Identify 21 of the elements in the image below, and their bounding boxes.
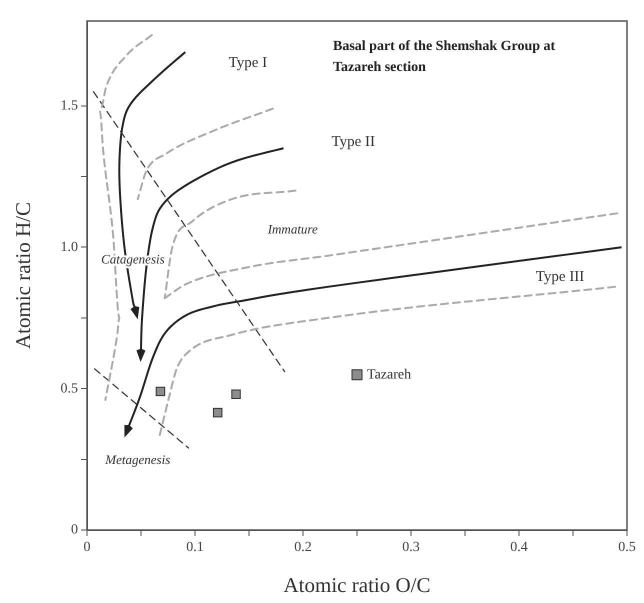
annotation: Type III — [536, 268, 584, 285]
annotation: Type I — [228, 55, 268, 72]
annotation: Metagenesis — [104, 452, 170, 468]
x-tick-label: 0.1 — [186, 540, 204, 556]
x-tick-label: 0.5 — [618, 540, 636, 556]
annotation: Type II — [331, 134, 375, 150]
line-series — [158, 286, 616, 438]
text: Basal part of the Shemshak Group at Tazareh section — [333, 38, 556, 77]
x-tick-label: 0.3 — [402, 540, 420, 556]
y-tick-label: 0 — [71, 522, 78, 538]
legend-label: Tazareh — [367, 367, 412, 382]
x-tick-label: 0 — [84, 540, 90, 556]
line-series — [136, 108, 274, 200]
y-axis-title: Atomic ratio H/C — [11, 202, 36, 349]
y-tick-label: 1.5 — [60, 98, 78, 114]
x-tick-label: 0.4 — [510, 540, 528, 556]
y-tick-label: 0.5 — [60, 381, 78, 396]
x-tick-label: 0.2 — [294, 540, 312, 556]
y-tick-label: 1.0 — [60, 240, 78, 255]
x-axis-title: Atomic ratio O/C — [284, 572, 430, 597]
annotation: Immature — [266, 222, 318, 237]
